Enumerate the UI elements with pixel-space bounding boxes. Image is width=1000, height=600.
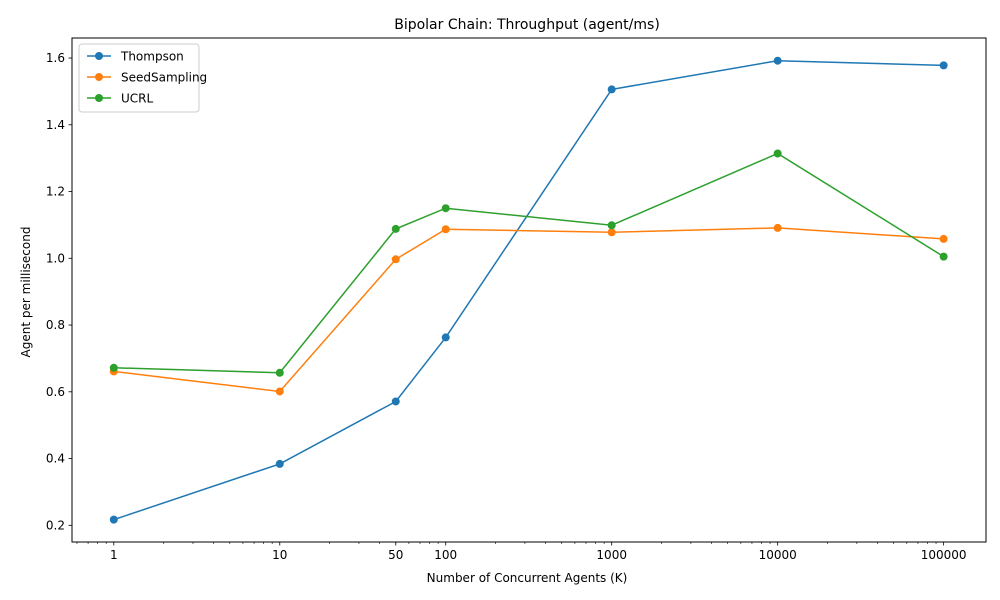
y-tick-label: 0.6 <box>46 385 65 399</box>
data-point-thompson <box>109 515 118 524</box>
y-axis-label: Agent per millisecond <box>19 227 33 358</box>
legend-label-ucrl: UCRL <box>121 92 154 106</box>
data-point-ucrl <box>109 363 118 372</box>
y-tick-label: 1.2 <box>46 185 65 199</box>
x-axis-label: Number of Concurrent Agents (K) <box>427 571 628 585</box>
legend-item-seedsampling: SeedSampling <box>87 71 207 85</box>
data-point-ucrl <box>939 252 948 261</box>
x-tick-label: 100000 <box>921 548 967 562</box>
data-point-thompson <box>441 333 450 342</box>
data-point-seedsampling <box>275 387 284 396</box>
y-tick-label: 1.6 <box>46 51 65 65</box>
y-tick-label: 0.2 <box>46 518 65 532</box>
data-point-thompson <box>939 61 948 70</box>
x-tick-label: 100 <box>434 548 457 562</box>
legend-label-thompson: Thompson <box>120 50 184 64</box>
data-point-ucrl <box>441 204 450 213</box>
data-point-seedsampling <box>441 225 450 234</box>
data-point-ucrl <box>773 149 782 158</box>
data-point-seedsampling <box>607 228 616 237</box>
data-point-thompson <box>391 397 400 406</box>
x-tick-label: 10 <box>272 548 287 562</box>
x-tick-label: 10000 <box>759 548 797 562</box>
data-point-seedsampling <box>939 234 948 243</box>
legend-marker-ucrl <box>95 94 103 102</box>
data-point-thompson <box>275 459 284 468</box>
legend-box <box>78 43 200 113</box>
legend-marker-seedsampling <box>95 73 103 81</box>
data-point-thompson <box>607 85 616 94</box>
x-tick-label: 1000 <box>596 548 627 562</box>
legend-marker-thompson <box>95 52 103 60</box>
y-tick-label: 1.4 <box>46 118 65 132</box>
series-layer <box>109 56 948 524</box>
plot-area-frame <box>71 37 987 543</box>
legend: Thompson SeedSampling UCRL <box>78 43 207 113</box>
legend-label-seedsampling: SeedSampling <box>121 71 207 85</box>
series-ucrl <box>109 149 948 377</box>
y-tick-label: 0.8 <box>46 318 65 332</box>
series-seedsampling <box>109 223 948 396</box>
x-axis-ticks: 1 10 50 100 1000 10000 100000 <box>76 542 967 562</box>
y-tick-label: 1.0 <box>46 251 65 265</box>
x-tick-label: 1 <box>110 548 118 562</box>
y-axis-ticks: 0.2 0.4 0.6 0.8 1.0 1.2 1.4 1.6 <box>46 51 72 532</box>
legend-item-thompson: Thompson <box>87 50 184 64</box>
data-point-ucrl <box>391 224 400 233</box>
series-thompson <box>109 56 948 524</box>
data-point-ucrl <box>275 368 284 377</box>
data-point-seedsampling <box>773 223 782 232</box>
data-point-ucrl <box>607 221 616 230</box>
chart-title: Bipolar Chain: Throughput (agent/ms) <box>394 17 660 33</box>
x-tick-label: 50 <box>388 548 403 562</box>
data-point-thompson <box>773 56 782 65</box>
data-point-seedsampling <box>391 255 400 264</box>
y-tick-label: 0.4 <box>46 452 65 466</box>
legend-item-ucrl: UCRL <box>87 92 154 106</box>
